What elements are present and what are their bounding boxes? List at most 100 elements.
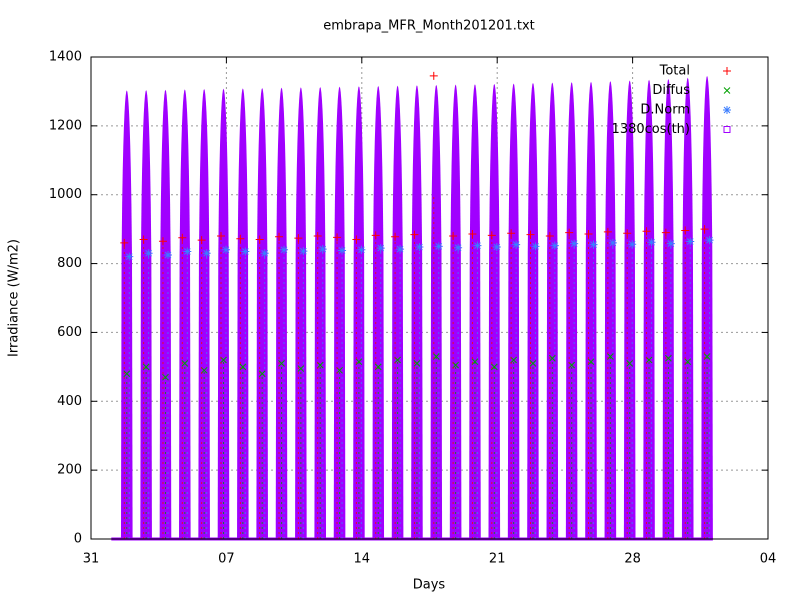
plot-frame — [90, 56, 769, 540]
point — [163, 250, 172, 259]
point — [297, 365, 305, 372]
y-tick-label: 0 — [74, 532, 82, 547]
point — [700, 225, 709, 234]
point — [471, 358, 479, 366]
y-tick-label: 1200 — [49, 118, 82, 133]
chart-title: embrapa_MFR_Month201201.txt — [323, 19, 535, 34]
point — [545, 232, 554, 241]
daily-envelope — [353, 86, 365, 539]
point — [589, 240, 598, 249]
daily-envelope — [217, 88, 230, 539]
point — [396, 245, 405, 254]
point — [526, 230, 535, 239]
point — [376, 244, 385, 253]
point — [681, 226, 690, 235]
daily-envelope — [643, 79, 655, 540]
point — [452, 361, 459, 369]
daily-envelope — [469, 84, 481, 539]
point — [492, 243, 501, 252]
daily-envelope — [372, 85, 385, 540]
point — [158, 237, 167, 246]
point — [507, 229, 516, 238]
point — [202, 249, 211, 258]
point — [565, 228, 574, 237]
point — [647, 238, 656, 247]
daily-envelope — [237, 88, 249, 539]
point — [531, 242, 540, 251]
point — [183, 247, 192, 256]
daily-envelope — [140, 90, 152, 540]
point — [661, 228, 670, 237]
point — [278, 360, 285, 367]
point — [686, 237, 695, 246]
point — [333, 233, 342, 242]
point — [415, 243, 424, 252]
point — [260, 249, 269, 258]
point — [200, 366, 208, 374]
point — [316, 361, 324, 369]
point — [449, 232, 458, 241]
y-tick-label: 400 — [57, 394, 82, 409]
point — [255, 235, 264, 244]
point — [338, 246, 347, 255]
point — [299, 247, 308, 256]
legend-marker — [723, 106, 731, 114]
daily-envelope — [623, 80, 636, 539]
y-tick-label: 600 — [57, 325, 82, 340]
point — [584, 229, 593, 238]
daily-envelope — [295, 87, 307, 539]
daily-envelope — [604, 81, 617, 539]
point — [705, 236, 714, 245]
point — [512, 240, 521, 249]
point — [487, 231, 496, 240]
legend-label: D.Norm — [640, 103, 690, 118]
point — [123, 370, 131, 378]
x-tick-label: 04 — [760, 552, 777, 567]
legend-label: Diffus — [652, 83, 690, 98]
point — [178, 233, 187, 242]
point — [371, 231, 380, 240]
x-tick-label: 14 — [354, 552, 371, 567]
point — [216, 232, 225, 241]
point — [570, 239, 579, 248]
point — [241, 247, 250, 256]
y-tick-label: 1400 — [49, 50, 82, 65]
point — [294, 234, 303, 243]
daily-envelope — [411, 85, 423, 539]
daily-envelope — [507, 83, 520, 539]
y-tick-label: 1000 — [49, 187, 82, 202]
point — [258, 370, 266, 378]
x-tick-label: 21 — [489, 552, 506, 567]
legend-label: 1380cos(th) — [612, 122, 690, 137]
point — [125, 252, 134, 261]
daily-envelope — [198, 89, 210, 540]
point — [626, 360, 634, 367]
legend-marker — [723, 67, 731, 75]
legend-marker — [723, 126, 731, 133]
point — [413, 360, 421, 367]
point — [352, 235, 361, 244]
point — [587, 358, 595, 366]
point — [454, 243, 463, 252]
point — [275, 232, 284, 241]
point — [336, 366, 343, 374]
point — [162, 373, 169, 381]
point — [548, 354, 556, 362]
point — [280, 245, 289, 254]
point — [623, 229, 632, 238]
x-tick-label: 28 — [624, 552, 641, 567]
daily-envelope — [662, 79, 675, 539]
point — [608, 238, 617, 247]
point — [221, 245, 230, 254]
point — [181, 360, 189, 367]
x-axis-label: Days — [413, 578, 446, 593]
point — [642, 227, 651, 236]
point — [410, 230, 419, 239]
point — [603, 227, 612, 236]
daily-envelope — [391, 85, 404, 539]
point — [318, 245, 327, 254]
point — [144, 249, 153, 258]
point — [313, 232, 322, 241]
point — [197, 236, 206, 245]
